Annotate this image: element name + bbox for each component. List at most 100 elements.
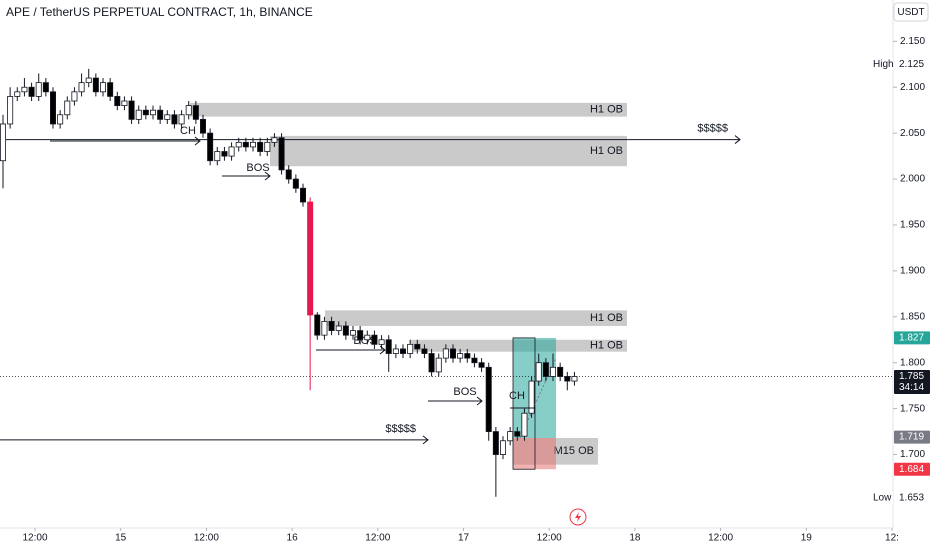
- candle-body: [392, 348, 399, 354]
- price-label-box: [894, 491, 930, 505]
- candle-body: [307, 201, 314, 316]
- candle-body: [0, 123, 6, 162]
- candle-body: [285, 169, 292, 180]
- order-block-label: H1 OB: [590, 340, 623, 352]
- candle-body: [357, 330, 364, 341]
- candle-body: [414, 343, 421, 350]
- candle-body: [542, 362, 549, 377]
- candle-body: [471, 357, 478, 364]
- candle-body: [278, 137, 285, 171]
- candle-body: [464, 353, 471, 359]
- candle-body: [250, 141, 257, 148]
- candle-body: [335, 325, 342, 331]
- candle-body: [57, 114, 64, 125]
- lightning-icon[interactable]: [569, 508, 587, 526]
- price-label: 2.125: [899, 59, 924, 70]
- y-tick-label: 1.850: [900, 311, 925, 322]
- candle-body: [492, 431, 499, 455]
- candle-body: [364, 334, 371, 341]
- candle-body: [114, 96, 121, 106]
- structure-label: CH: [509, 390, 525, 402]
- candle-body: [342, 325, 349, 336]
- price-tag-box: [867, 491, 893, 505]
- candle-body: [264, 141, 271, 152]
- candle-body: [271, 137, 278, 143]
- candle-body: [14, 91, 21, 97]
- x-tick-label: 12:00: [194, 533, 219, 544]
- candle-body: [92, 77, 99, 93]
- x-tick-label: 12:00: [708, 533, 733, 544]
- structure-label: BOS: [246, 162, 269, 174]
- candle-body: [200, 118, 207, 134]
- liquidity-label: $$$$$: [697, 122, 728, 134]
- order-block: [270, 135, 627, 167]
- x-tick-label: 17: [458, 533, 470, 544]
- candle-body: [185, 105, 192, 116]
- candle-body: [221, 151, 228, 157]
- y-tick-label: 1.700: [900, 449, 925, 460]
- currency-button[interactable]: [893, 2, 929, 22]
- y-tick-label: 1.950: [900, 220, 925, 231]
- candle-body: [371, 334, 378, 345]
- candle-body: [485, 366, 492, 432]
- candle-body: [478, 362, 485, 368]
- x-tick-label: 12:00: [22, 533, 47, 544]
- price-tag: High: [873, 59, 894, 70]
- arrow: [316, 345, 386, 355]
- candle-body: [7, 96, 14, 125]
- candle-body: [407, 343, 414, 354]
- candle-body: [428, 353, 435, 373]
- candle-body: [235, 141, 242, 148]
- position-loss: [513, 438, 556, 470]
- price-label: 1.653: [899, 492, 924, 503]
- price-label-box: [894, 57, 930, 71]
- icon-bolt: [575, 512, 581, 522]
- candle-body: [292, 178, 299, 189]
- candle-body: [514, 431, 521, 437]
- candle-body: [571, 376, 578, 382]
- structure-arrows: [50, 136, 535, 409]
- candle-body: [442, 348, 449, 359]
- candle-body: [21, 86, 28, 93]
- candle-body: [207, 132, 214, 162]
- candle-body: [121, 100, 128, 107]
- position-path: [519, 357, 557, 439]
- arrow: [50, 136, 201, 146]
- candle-body: [214, 151, 221, 162]
- structure-label: BOS: [453, 386, 476, 398]
- arrow: [222, 171, 271, 181]
- x-tick-label: 19: [801, 533, 813, 544]
- candle-body: [78, 82, 85, 93]
- candle-body: [178, 114, 185, 125]
- y-tick-label: 2.000: [900, 174, 925, 185]
- candle-body: [64, 100, 71, 116]
- price-countdown: 34:14: [899, 382, 924, 393]
- candle-body: [85, 77, 92, 84]
- price-label-box: [894, 331, 930, 345]
- x-tick-label: 12:00: [537, 533, 562, 544]
- candle-body: [535, 362, 542, 382]
- candle-body: [257, 141, 264, 152]
- candle-body: [378, 339, 385, 345]
- candle-body: [421, 348, 428, 354]
- order-block: [190, 102, 627, 117]
- candle-body: [107, 82, 114, 97]
- price-label-box: [894, 430, 930, 444]
- order-block-label: H1 OB: [590, 145, 623, 157]
- currency-label: USDT: [897, 7, 924, 18]
- x-tick-label: 15: [115, 533, 127, 544]
- candle-body: [385, 339, 392, 354]
- candle-body: [328, 320, 335, 331]
- liquidity-line: [0, 435, 429, 445]
- candle-body: [314, 314, 321, 336]
- price-label-box: [894, 462, 930, 476]
- candle-body: [28, 86, 35, 97]
- order-block: [325, 310, 627, 326]
- candle-body: [157, 109, 164, 120]
- y-tick-label: 2.150: [900, 36, 925, 47]
- structure-label: CH: [180, 125, 196, 137]
- candle-body: [150, 109, 157, 116]
